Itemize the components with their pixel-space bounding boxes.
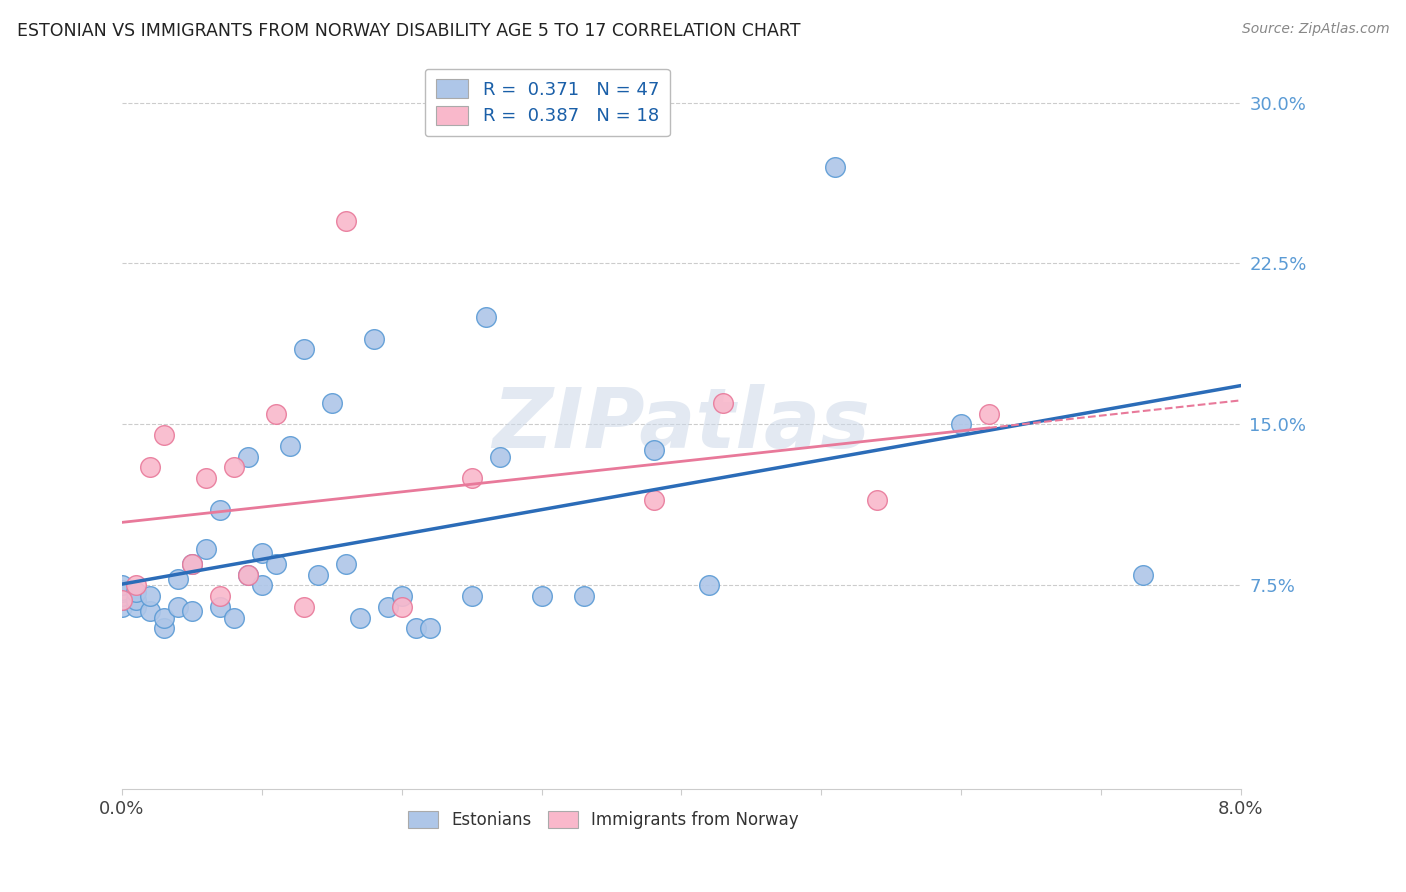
- Point: [111, 582, 134, 597]
- Point: [572, 589, 595, 603]
- Point: [979, 407, 1001, 421]
- Point: [167, 599, 190, 614]
- Point: [405, 621, 427, 635]
- Text: ESTONIAN VS IMMIGRANTS FROM NORWAY DISABILITY AGE 5 TO 17 CORRELATION CHART: ESTONIAN VS IMMIGRANTS FROM NORWAY DISAB…: [17, 22, 800, 40]
- Point: [111, 578, 134, 592]
- Point: [474, 310, 496, 325]
- Point: [278, 439, 301, 453]
- Point: [363, 332, 385, 346]
- Point: [125, 584, 148, 599]
- Point: [349, 610, 371, 624]
- Point: [236, 567, 259, 582]
- Point: [321, 396, 343, 410]
- Point: [125, 578, 148, 592]
- Point: [111, 584, 134, 599]
- Point: [460, 589, 482, 603]
- Point: [713, 396, 735, 410]
- Point: [111, 589, 134, 603]
- Point: [643, 492, 665, 507]
- Point: [181, 557, 204, 571]
- Point: [292, 599, 315, 614]
- Point: [643, 443, 665, 458]
- Point: [391, 589, 413, 603]
- Point: [1132, 567, 1154, 582]
- Point: [153, 621, 176, 635]
- Text: ZIPatlas: ZIPatlas: [492, 384, 870, 465]
- Legend: Estonians, Immigrants from Norway: Estonians, Immigrants from Norway: [401, 804, 806, 836]
- Point: [208, 599, 231, 614]
- Point: [699, 578, 721, 592]
- Point: [208, 589, 231, 603]
- Point: [824, 160, 846, 174]
- Point: [222, 460, 245, 475]
- Point: [866, 492, 889, 507]
- Point: [111, 593, 134, 607]
- Point: [139, 460, 162, 475]
- Point: [236, 450, 259, 464]
- Point: [335, 557, 357, 571]
- Point: [111, 599, 134, 614]
- Point: [139, 589, 162, 603]
- Point: [264, 557, 287, 571]
- Point: [264, 407, 287, 421]
- Point: [460, 471, 482, 485]
- Point: [111, 593, 134, 607]
- Point: [167, 572, 190, 586]
- Point: [181, 557, 204, 571]
- Point: [250, 578, 273, 592]
- Point: [377, 599, 399, 614]
- Point: [419, 621, 441, 635]
- Point: [222, 610, 245, 624]
- Point: [250, 546, 273, 560]
- Text: Source: ZipAtlas.com: Source: ZipAtlas.com: [1241, 22, 1389, 37]
- Point: [153, 428, 176, 442]
- Point: [292, 343, 315, 357]
- Point: [194, 471, 217, 485]
- Point: [125, 593, 148, 607]
- Point: [391, 599, 413, 614]
- Point: [181, 604, 204, 618]
- Point: [950, 417, 973, 432]
- Point: [139, 604, 162, 618]
- Point: [307, 567, 329, 582]
- Point: [194, 541, 217, 556]
- Point: [125, 599, 148, 614]
- Point: [530, 589, 553, 603]
- Point: [208, 503, 231, 517]
- Point: [153, 610, 176, 624]
- Point: [488, 450, 510, 464]
- Point: [236, 567, 259, 582]
- Point: [335, 213, 357, 227]
